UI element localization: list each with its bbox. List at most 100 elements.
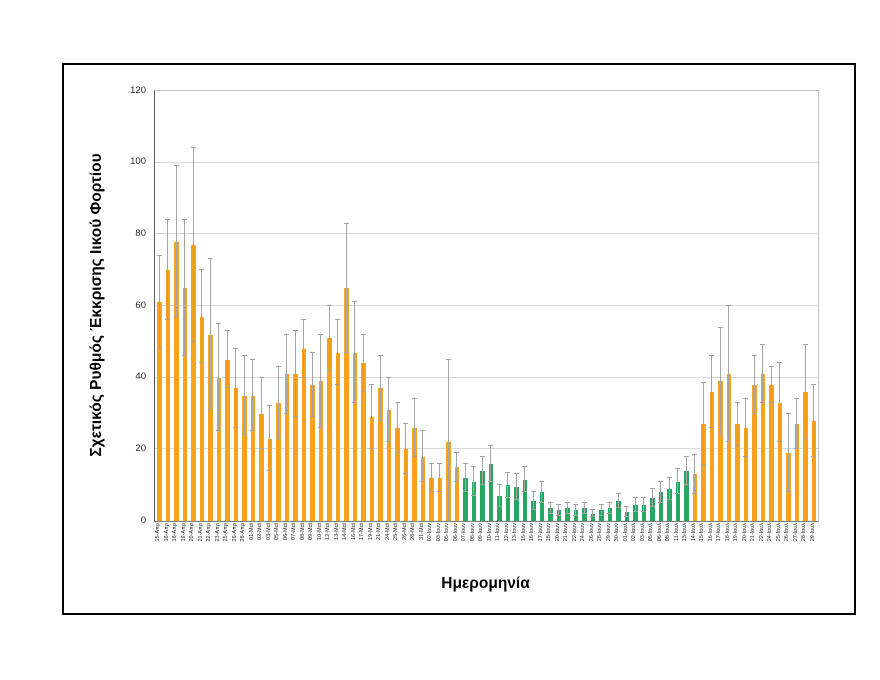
bar: [250, 395, 256, 521]
bar: [709, 392, 715, 521]
error-bar-cap: [581, 502, 587, 504]
error-bar: [515, 474, 517, 500]
error-bar-cap: [199, 269, 205, 271]
error-bar-cap: [471, 466, 477, 468]
error-bar: [422, 431, 424, 482]
error-bar: [600, 504, 602, 516]
bar: [267, 438, 273, 521]
error-bar-cap: [564, 512, 570, 514]
x-tick-label: 19-Απρ: [180, 523, 187, 542]
x-tick-label: 24-Μαϊ: [384, 523, 391, 540]
error-bar-cap: [556, 503, 562, 505]
y-tick-label: 60: [135, 299, 146, 311]
error-bar: [770, 366, 772, 403]
x-tick-label: 26-Απρ: [231, 523, 238, 542]
error-bar-cap: [360, 333, 366, 335]
error-bar-cap: [590, 516, 596, 518]
error-bar-cap: [581, 512, 587, 514]
bar: [777, 402, 783, 521]
error-bar: [252, 359, 254, 432]
y-axis-title: Σχετικός Ρυθμός Έκκρισης Ιικού Φορτίου: [88, 153, 105, 457]
bar: [565, 508, 570, 521]
x-tick-label: 17-Ιουλ: [716, 523, 723, 542]
error-bar-cap: [777, 441, 783, 443]
bar: [684, 470, 689, 521]
x-tick-label: 25-Ιουλ: [775, 523, 782, 542]
error-bar-cap: [522, 491, 528, 493]
bar: [607, 508, 613, 521]
error-bar-cap: [471, 494, 477, 496]
bar: [191, 245, 196, 521]
x-tick-label: 28-Ιουλ: [801, 523, 808, 542]
x-tick-label: 31-Μαϊ: [418, 523, 425, 540]
error-bar-cap: [301, 376, 307, 378]
error-bar: [175, 166, 177, 317]
error-bar: [345, 223, 347, 353]
error-bar-cap: [632, 511, 638, 513]
error-bar-cap: [496, 505, 502, 507]
error-bar: [753, 356, 755, 414]
error-bar-cap: [318, 426, 324, 428]
bar: [284, 374, 290, 521]
error-bar-cap: [624, 516, 630, 518]
error-bar-cap: [411, 455, 417, 457]
x-tick-label: 09-Μαϊ: [308, 523, 315, 540]
bar: [378, 388, 383, 521]
error-bar-cap: [547, 502, 553, 504]
error-bar: [575, 504, 577, 516]
bar: [539, 492, 545, 521]
error-bar: [804, 345, 806, 439]
x-tick-label: 05-Ιουλ: [648, 523, 655, 542]
error-bar: [430, 463, 432, 493]
bar: [369, 417, 375, 521]
error-bar-cap: [335, 319, 341, 321]
error-bar-cap: [768, 401, 774, 403]
bar: [769, 384, 774, 521]
error-bar-cap: [675, 493, 681, 495]
bar: [165, 270, 171, 521]
error-bar-cap: [811, 383, 817, 385]
bar: [650, 497, 655, 521]
error-bar-cap: [530, 491, 536, 493]
bar: [454, 467, 460, 521]
y-tick-label: 0: [140, 514, 146, 526]
error-bar: [685, 456, 687, 486]
x-tick-label: 08-Ιουλ: [665, 523, 672, 542]
x-tick-label: 01-Μαϊ: [248, 523, 255, 540]
bar: [335, 352, 341, 521]
error-bar-cap: [734, 401, 740, 403]
error-bar: [269, 406, 271, 471]
error-bar-cap: [284, 412, 290, 414]
x-tick-label: 24-Ιουν: [580, 523, 587, 542]
error-bar: [158, 255, 160, 349]
bar: [361, 363, 366, 521]
x-tick-label: 09-Ιουν: [478, 523, 485, 542]
error-bar-cap: [522, 466, 528, 468]
error-bar-cap: [403, 473, 409, 475]
error-bar: [405, 424, 407, 475]
error-bar: [660, 481, 662, 504]
error-bar-cap: [207, 408, 213, 410]
error-bar: [303, 320, 305, 378]
error-bar-cap: [556, 514, 562, 516]
bar: [480, 470, 485, 521]
x-tick-label: 12-Ιουν: [503, 523, 510, 542]
x-tick-label: 29-Ιουλ: [809, 523, 816, 542]
x-tick-label: 05-Μαϊ: [274, 523, 281, 540]
error-bar: [762, 345, 764, 403]
error-bar-cap: [811, 455, 817, 457]
bar: [514, 486, 519, 521]
error-bar-cap: [785, 491, 791, 493]
gridline: [155, 161, 818, 163]
error-bar-cap: [598, 503, 604, 505]
error-bar-cap: [607, 512, 613, 514]
bar: [293, 374, 298, 521]
error-bar-cap: [241, 434, 247, 435]
error-bar-cap: [615, 493, 621, 495]
x-tick-label: 25-Απρ: [223, 523, 230, 542]
error-bar: [473, 467, 475, 496]
error-bar: [796, 399, 798, 450]
bar: [522, 479, 528, 521]
error-bar-cap: [547, 512, 553, 514]
error-bar-cap: [573, 503, 579, 505]
